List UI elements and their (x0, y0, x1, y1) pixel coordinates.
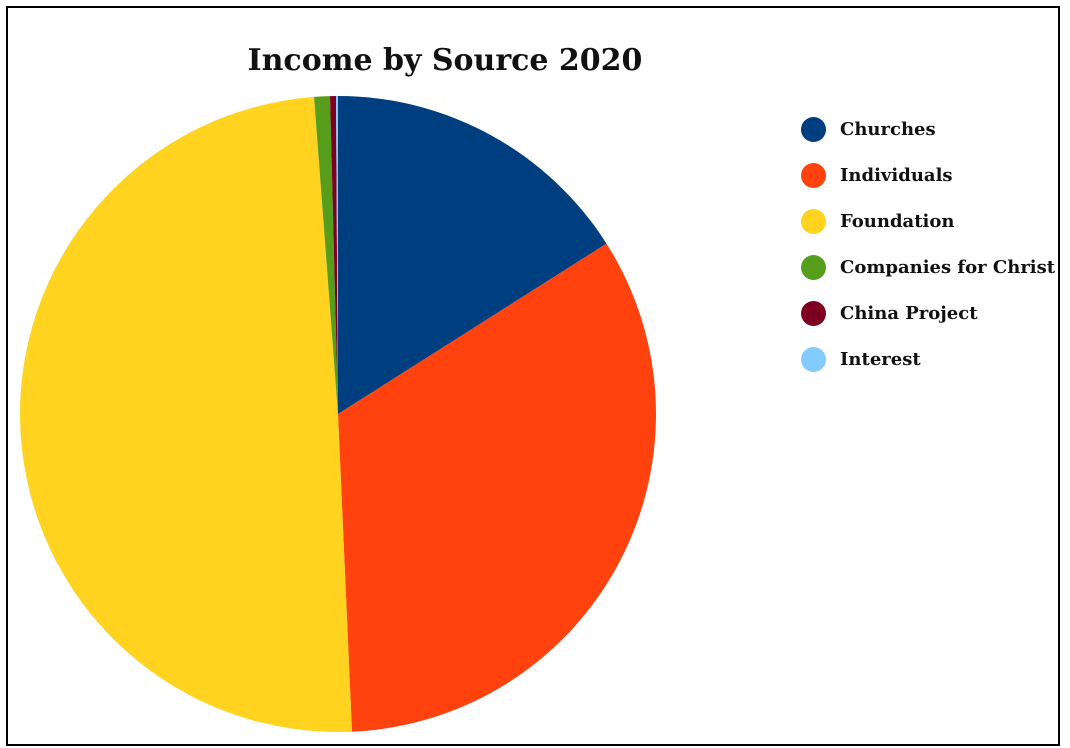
pie-slice-foundation (20, 96, 352, 732)
pie-slice-individuals (338, 243, 656, 732)
chart-title: Income by Source 2020 (247, 43, 643, 78)
legend-item: Companies for Christ (801, 244, 1055, 290)
legend-label: Companies for Christ (840, 256, 1056, 278)
legend-label: China Project (840, 302, 978, 324)
legend-item: Interest (801, 336, 1055, 382)
legend-item: Foundation (801, 198, 1055, 244)
chart-frame: Income by Source 2020 Churches Individual… (6, 6, 1060, 746)
legend-label: Interest (840, 348, 921, 370)
legend-swatch (801, 254, 826, 280)
legend-swatch (801, 162, 826, 188)
pie-slice-china-project (330, 96, 338, 414)
legend-swatch (801, 346, 826, 372)
legend-item: Individuals (801, 152, 1055, 198)
legend-label: Individuals (840, 164, 953, 186)
pie-slice-companies-for-christ (314, 96, 338, 414)
pie-slice-interest (336, 96, 338, 414)
legend-swatch (801, 300, 826, 326)
legend-label: Churches (840, 118, 936, 140)
legend-item: Churches (801, 106, 1055, 152)
legend-swatch (801, 208, 826, 234)
pie-slice-churches (338, 96, 607, 414)
chart-legend: Churches Individuals Foundation Companies f… (801, 106, 1055, 382)
pie-chart (20, 96, 656, 732)
legend-swatch (801, 116, 826, 142)
legend-label: Foundation (840, 210, 955, 232)
legend-item: China Project (801, 290, 1055, 336)
